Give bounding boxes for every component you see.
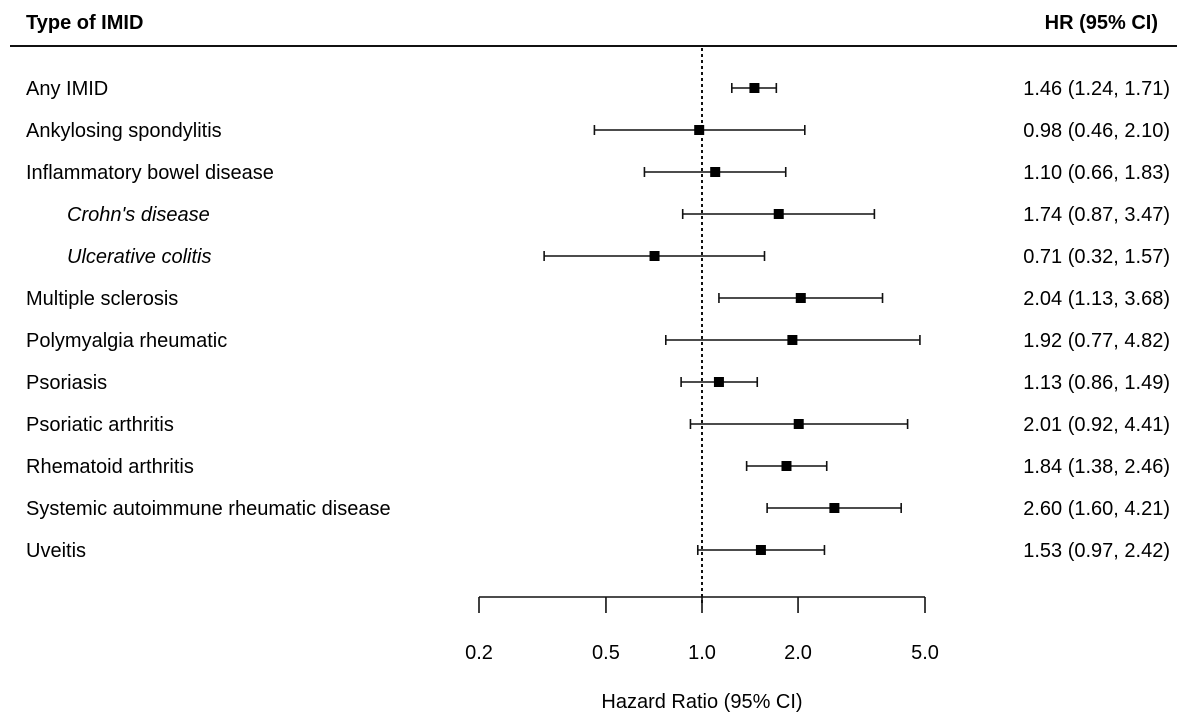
hr-ci-text: 0.71 (0.32, 1.57) xyxy=(1023,246,1170,268)
plot-area: Any IMID 1.46 (1.24, 1.71) Ankylosing spon… xyxy=(26,48,1170,664)
row-label: Systemic autoimmune rheumatic disease xyxy=(26,498,391,520)
point-estimate xyxy=(710,167,721,177)
x-tick-label: 2.0 xyxy=(784,642,812,664)
hr-ci-text: 1.10 (0.66, 1.83) xyxy=(1023,162,1170,184)
hr-ci-text: 1.53 (0.97, 2.42) xyxy=(1023,540,1170,562)
row-label: Psoriasis xyxy=(26,372,107,394)
point-estimate xyxy=(755,545,766,555)
x-tick-label: 0.2 xyxy=(465,642,493,664)
hr-ci-text: 1.46 (1.24, 1.71) xyxy=(1023,78,1170,100)
point-estimate xyxy=(713,377,724,387)
row-label: Multiple sclerosis xyxy=(26,288,178,310)
point-estimate xyxy=(793,419,804,429)
point-estimate xyxy=(649,251,660,261)
hr-ci-text: 0.98 (0.46, 2.10) xyxy=(1023,120,1170,142)
row-label: Uveitis xyxy=(26,540,86,562)
hr-ci-text: 1.74 (0.87, 3.47) xyxy=(1023,204,1170,226)
row-label: Polymyalgia rheumatic xyxy=(26,330,227,352)
header-hr-ci: HR (95% CI) xyxy=(1045,12,1158,34)
x-tick-label: 1.0 xyxy=(688,642,716,664)
point-estimate xyxy=(781,461,792,471)
x-tick-label: 0.5 xyxy=(592,642,620,664)
header-type-of-imid: Type of IMID xyxy=(26,12,143,34)
hr-ci-text: 1.13 (0.86, 1.49) xyxy=(1023,372,1170,394)
point-estimate xyxy=(795,293,806,303)
row-label: Inflammatory bowel disease xyxy=(26,162,274,184)
hr-ci-text: 2.60 (1.60, 4.21) xyxy=(1023,498,1170,520)
row-label: Any IMID xyxy=(26,78,108,100)
hr-ci-text: 2.04 (1.13, 3.68) xyxy=(1023,288,1170,310)
x-tick-label: 5.0 xyxy=(911,642,939,664)
point-estimate xyxy=(787,335,798,345)
row-label: Ulcerative colitis xyxy=(67,246,211,268)
row-label: Psoriatic arthritis xyxy=(26,414,174,436)
x-axis-title: Hazard Ratio (95% CI) xyxy=(601,691,802,713)
hr-ci-text: 1.92 (0.77, 4.82) xyxy=(1023,330,1170,352)
row-label: Ankylosing spondylitis xyxy=(26,120,222,142)
point-estimate xyxy=(773,209,784,219)
point-estimate xyxy=(749,83,760,93)
point-estimate xyxy=(829,503,840,513)
hr-ci-text: 1.84 (1.38, 2.46) xyxy=(1023,456,1170,478)
point-estimate xyxy=(694,125,705,135)
row-label: Crohn's disease xyxy=(67,204,210,226)
hr-ci-text: 2.01 (0.92, 4.41) xyxy=(1023,414,1170,436)
row-label: Rhematoid arthritis xyxy=(26,456,194,478)
